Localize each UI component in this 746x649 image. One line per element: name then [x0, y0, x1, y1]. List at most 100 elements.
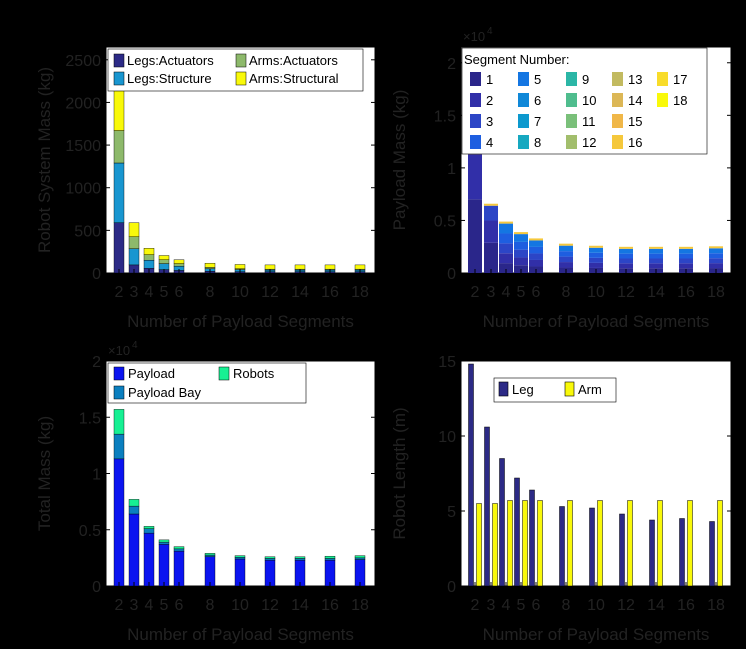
legend-swatch [113, 53, 125, 68]
xtick-label: 14 [647, 284, 665, 301]
xtick-label: 6 [532, 284, 541, 301]
bar-3-arms-structural [128, 222, 140, 237]
legend-label: Arms:Actuators [249, 53, 338, 68]
legend-label: 6 [534, 93, 541, 108]
legend: Leg Arm [493, 377, 617, 403]
bar-18-robots [354, 555, 366, 559]
exponent-label: ×10 [108, 343, 130, 358]
bar-6-arms-actuators [173, 263, 185, 267]
legend-swatch [612, 135, 623, 149]
bar-top-5 [514, 232, 528, 235]
legend-box [493, 377, 617, 403]
bar-12-payload-bay [264, 558, 276, 561]
bar-seg-5-s3 [514, 249, 528, 258]
bar-14-arm [657, 500, 663, 587]
xtick-label: 5 [160, 597, 169, 614]
bar-3-payload-bay [128, 505, 140, 515]
bar-seg-6-s5 [529, 240, 543, 247]
legend-swatch [113, 71, 125, 86]
bar-10-robots [234, 555, 246, 558]
legend-swatch [566, 135, 577, 149]
bar-seg-8-s4 [559, 251, 573, 257]
bar-3-payload [128, 513, 140, 587]
bar-seg-6-s2 [529, 259, 543, 267]
bar-10-arms-structural [234, 264, 246, 269]
bar-6-arm [537, 500, 543, 587]
bar-16-leg [679, 518, 685, 587]
legend-swatch [518, 114, 529, 128]
ytick-label: 1000 [65, 181, 101, 198]
bar-top-18 [709, 246, 723, 249]
bar-seg-16-s3 [679, 258, 693, 264]
bar-top-6 [529, 238, 543, 241]
bar-seg-6-s3 [529, 253, 543, 260]
bar-4-legs-structure [143, 260, 155, 269]
bar-seg-10-s2 [589, 262, 603, 268]
xtick-label: 6 [175, 597, 184, 614]
bar-top-10 [589, 245, 603, 248]
bar-seg-3-s1 [484, 242, 498, 273]
bar-2-payload [113, 458, 125, 587]
xtick-label: 16 [677, 597, 695, 614]
legend-label: 1 [486, 72, 493, 87]
bar-16-arms-structural [324, 264, 336, 270]
x-axis-label: Number of Payload Segments [127, 312, 354, 331]
xtick-label: 18 [351, 597, 369, 614]
xtick-label: 12 [617, 597, 635, 614]
xtick-label: 10 [587, 597, 605, 614]
legend-box [107, 48, 364, 92]
bar-seg-4-s4 [499, 233, 513, 244]
bar-5-arms-actuators [158, 259, 170, 264]
xtick-label: 3 [487, 597, 496, 614]
bar-seg-5-s2 [514, 257, 528, 266]
ytick-label: 0 [92, 579, 101, 596]
legend-swatch [564, 381, 575, 397]
ytick-label: 0.5 [434, 213, 456, 230]
ytick-label: 0 [447, 579, 456, 596]
y-axis-label: Payload Mass (kg) [390, 90, 409, 231]
bar-seg-10-s3 [589, 257, 603, 263]
xtick-label: 5 [160, 284, 169, 301]
bar-5-arm [522, 500, 528, 587]
legend-swatch [498, 381, 509, 397]
xtick-label: 4 [145, 597, 154, 614]
xtick-label: 4 [145, 284, 154, 301]
exponent-label: ×10 [463, 29, 485, 44]
legend-swatch [113, 385, 125, 400]
xtick-label: 14 [291, 284, 309, 301]
bar-10-leg [589, 507, 595, 587]
y-axis-label: Robot System Mass (kg) [35, 67, 54, 253]
bar-4-arm [507, 500, 513, 587]
bar-12-arms-structural [264, 264, 276, 270]
bar-5-arms-structural [158, 255, 170, 260]
ytick-label: 1 [92, 467, 101, 484]
legend-swatch [470, 93, 481, 107]
bar-seg-18-s2 [709, 263, 723, 269]
bar-seg-10-s5 [589, 247, 603, 253]
legend-label: 5 [534, 72, 541, 87]
bar-top-4 [499, 221, 513, 224]
legend-label: Arm [578, 382, 602, 397]
bar-seg-10-s4 [589, 252, 603, 258]
bar-seg-12-s4 [619, 253, 633, 259]
xtick-label: 10 [587, 284, 605, 301]
legend-label: 9 [582, 72, 589, 87]
legend-label: 17 [673, 72, 687, 87]
legend-label: 10 [582, 93, 596, 108]
bar-seg-6-s4 [529, 246, 543, 254]
xtick-label: 3 [130, 597, 139, 614]
bar-3-leg [484, 426, 490, 587]
legend-swatch [566, 72, 577, 86]
bar-14-robots [294, 556, 306, 559]
xtick-label: 16 [677, 284, 695, 301]
bar-3-robots [128, 499, 140, 507]
xtick-label: 12 [261, 284, 279, 301]
bar-5-legs-structure [158, 263, 170, 270]
bar-8-payload [204, 556, 216, 587]
legend-label: Robots [233, 366, 275, 381]
legend-swatch [113, 366, 125, 381]
bar-16-robots [324, 555, 336, 559]
bar-16-arm [687, 500, 693, 587]
bar-seg-2-s2 [468, 154, 482, 200]
bar-seg-4-s5 [499, 223, 513, 234]
